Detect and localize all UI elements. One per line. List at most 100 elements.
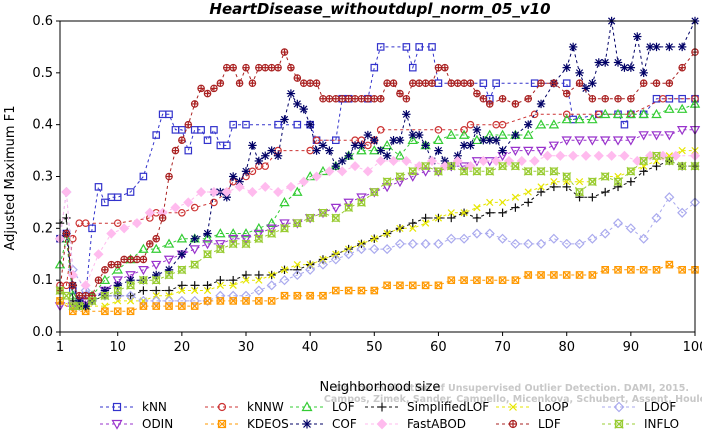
data-point: [383, 229, 391, 238]
data-point: [460, 209, 468, 217]
data-point: [163, 238, 175, 248]
data-point: [408, 281, 417, 290]
data-point: [613, 182, 623, 192]
data-point: [676, 126, 688, 136]
data-point: [312, 136, 321, 145]
data-point: [434, 146, 443, 155]
data-point: [319, 255, 327, 264]
data-point: [197, 84, 205, 93]
data-point: [279, 275, 290, 286]
legend-marker: [112, 402, 122, 412]
data-point: [484, 228, 495, 239]
data-point: [357, 286, 366, 295]
data-point: [280, 291, 289, 300]
data-point: [568, 42, 578, 52]
data-point: [202, 240, 213, 250]
data-point: [152, 234, 161, 243]
data-point: [369, 145, 380, 155]
data-point: [306, 260, 314, 269]
data-point: [126, 188, 135, 196]
data-point: [447, 276, 456, 284]
data-point: [407, 172, 419, 182]
data-point: [229, 297, 237, 305]
data-point: [587, 114, 598, 124]
data-point: [189, 245, 200, 255]
data-point: [395, 136, 405, 145]
data-point: [511, 100, 520, 108]
data-point: [331, 161, 341, 171]
data-point: [523, 166, 533, 176]
data-point: [312, 79, 321, 88]
data-point: [164, 286, 174, 295]
data-point: [651, 151, 662, 161]
y-tick-label: 0.5: [32, 66, 53, 81]
data-point: [383, 281, 391, 290]
data-point: [511, 193, 520, 201]
data-point: [472, 213, 482, 223]
data-point: [344, 151, 353, 160]
data-point: [638, 233, 649, 244]
y-tick-label: 0.3: [32, 170, 53, 185]
data-point: [639, 266, 648, 274]
data-point: [267, 63, 276, 72]
data-point: [652, 266, 661, 274]
data-point: [229, 281, 237, 289]
data-point: [678, 146, 686, 155]
data-point: [651, 131, 662, 141]
data-point: [286, 89, 296, 98]
data-point: [460, 126, 468, 134]
data-point: [318, 208, 328, 218]
data-point: [536, 187, 546, 197]
data-point: [266, 224, 277, 234]
data-point: [202, 233, 213, 243]
data-point: [178, 302, 186, 310]
data-point: [364, 94, 372, 103]
data-point: [319, 94, 327, 103]
data-point: [67, 269, 78, 281]
x-tick-label: 30: [238, 340, 255, 355]
data-point: [421, 281, 430, 290]
legend-marker: [111, 419, 123, 430]
data-point: [677, 207, 688, 218]
data-point: [601, 187, 610, 197]
data-point: [575, 271, 584, 279]
data-point: [402, 43, 411, 51]
data-point: [350, 161, 361, 172]
data-point: [550, 178, 558, 186]
data-point: [305, 213, 315, 223]
data-point: [112, 264, 123, 274]
data-point: [497, 161, 508, 171]
data-point: [356, 193, 367, 203]
data-point: [524, 188, 532, 196]
data-point: [625, 136, 637, 146]
data-point: [588, 193, 597, 202]
data-point: [421, 219, 430, 227]
data-point: [229, 120, 237, 129]
data-point: [178, 126, 186, 134]
data-point: [106, 228, 117, 239]
data-point: [325, 146, 334, 155]
legend-item-ldf: LDF: [496, 417, 561, 431]
data-point: [485, 100, 494, 108]
data-point: [523, 129, 534, 139]
data-point: [414, 130, 424, 140]
data-point: [345, 245, 353, 253]
data-point: [126, 307, 135, 316]
data-point: [235, 79, 244, 88]
data-point: [69, 234, 77, 243]
data-point: [131, 218, 143, 229]
data-point: [126, 255, 135, 264]
data-point: [523, 238, 534, 249]
data-point: [163, 295, 175, 306]
data-point: [163, 255, 175, 265]
data-point: [472, 125, 482, 135]
data-point: [183, 197, 194, 208]
data-point: [665, 79, 674, 88]
x-tick-label: 10: [109, 340, 126, 355]
data-point: [479, 94, 488, 103]
data-point: [171, 146, 180, 155]
data-point: [119, 223, 130, 234]
data-point: [261, 151, 270, 160]
data-point: [150, 243, 162, 253]
data-point: [376, 146, 385, 155]
